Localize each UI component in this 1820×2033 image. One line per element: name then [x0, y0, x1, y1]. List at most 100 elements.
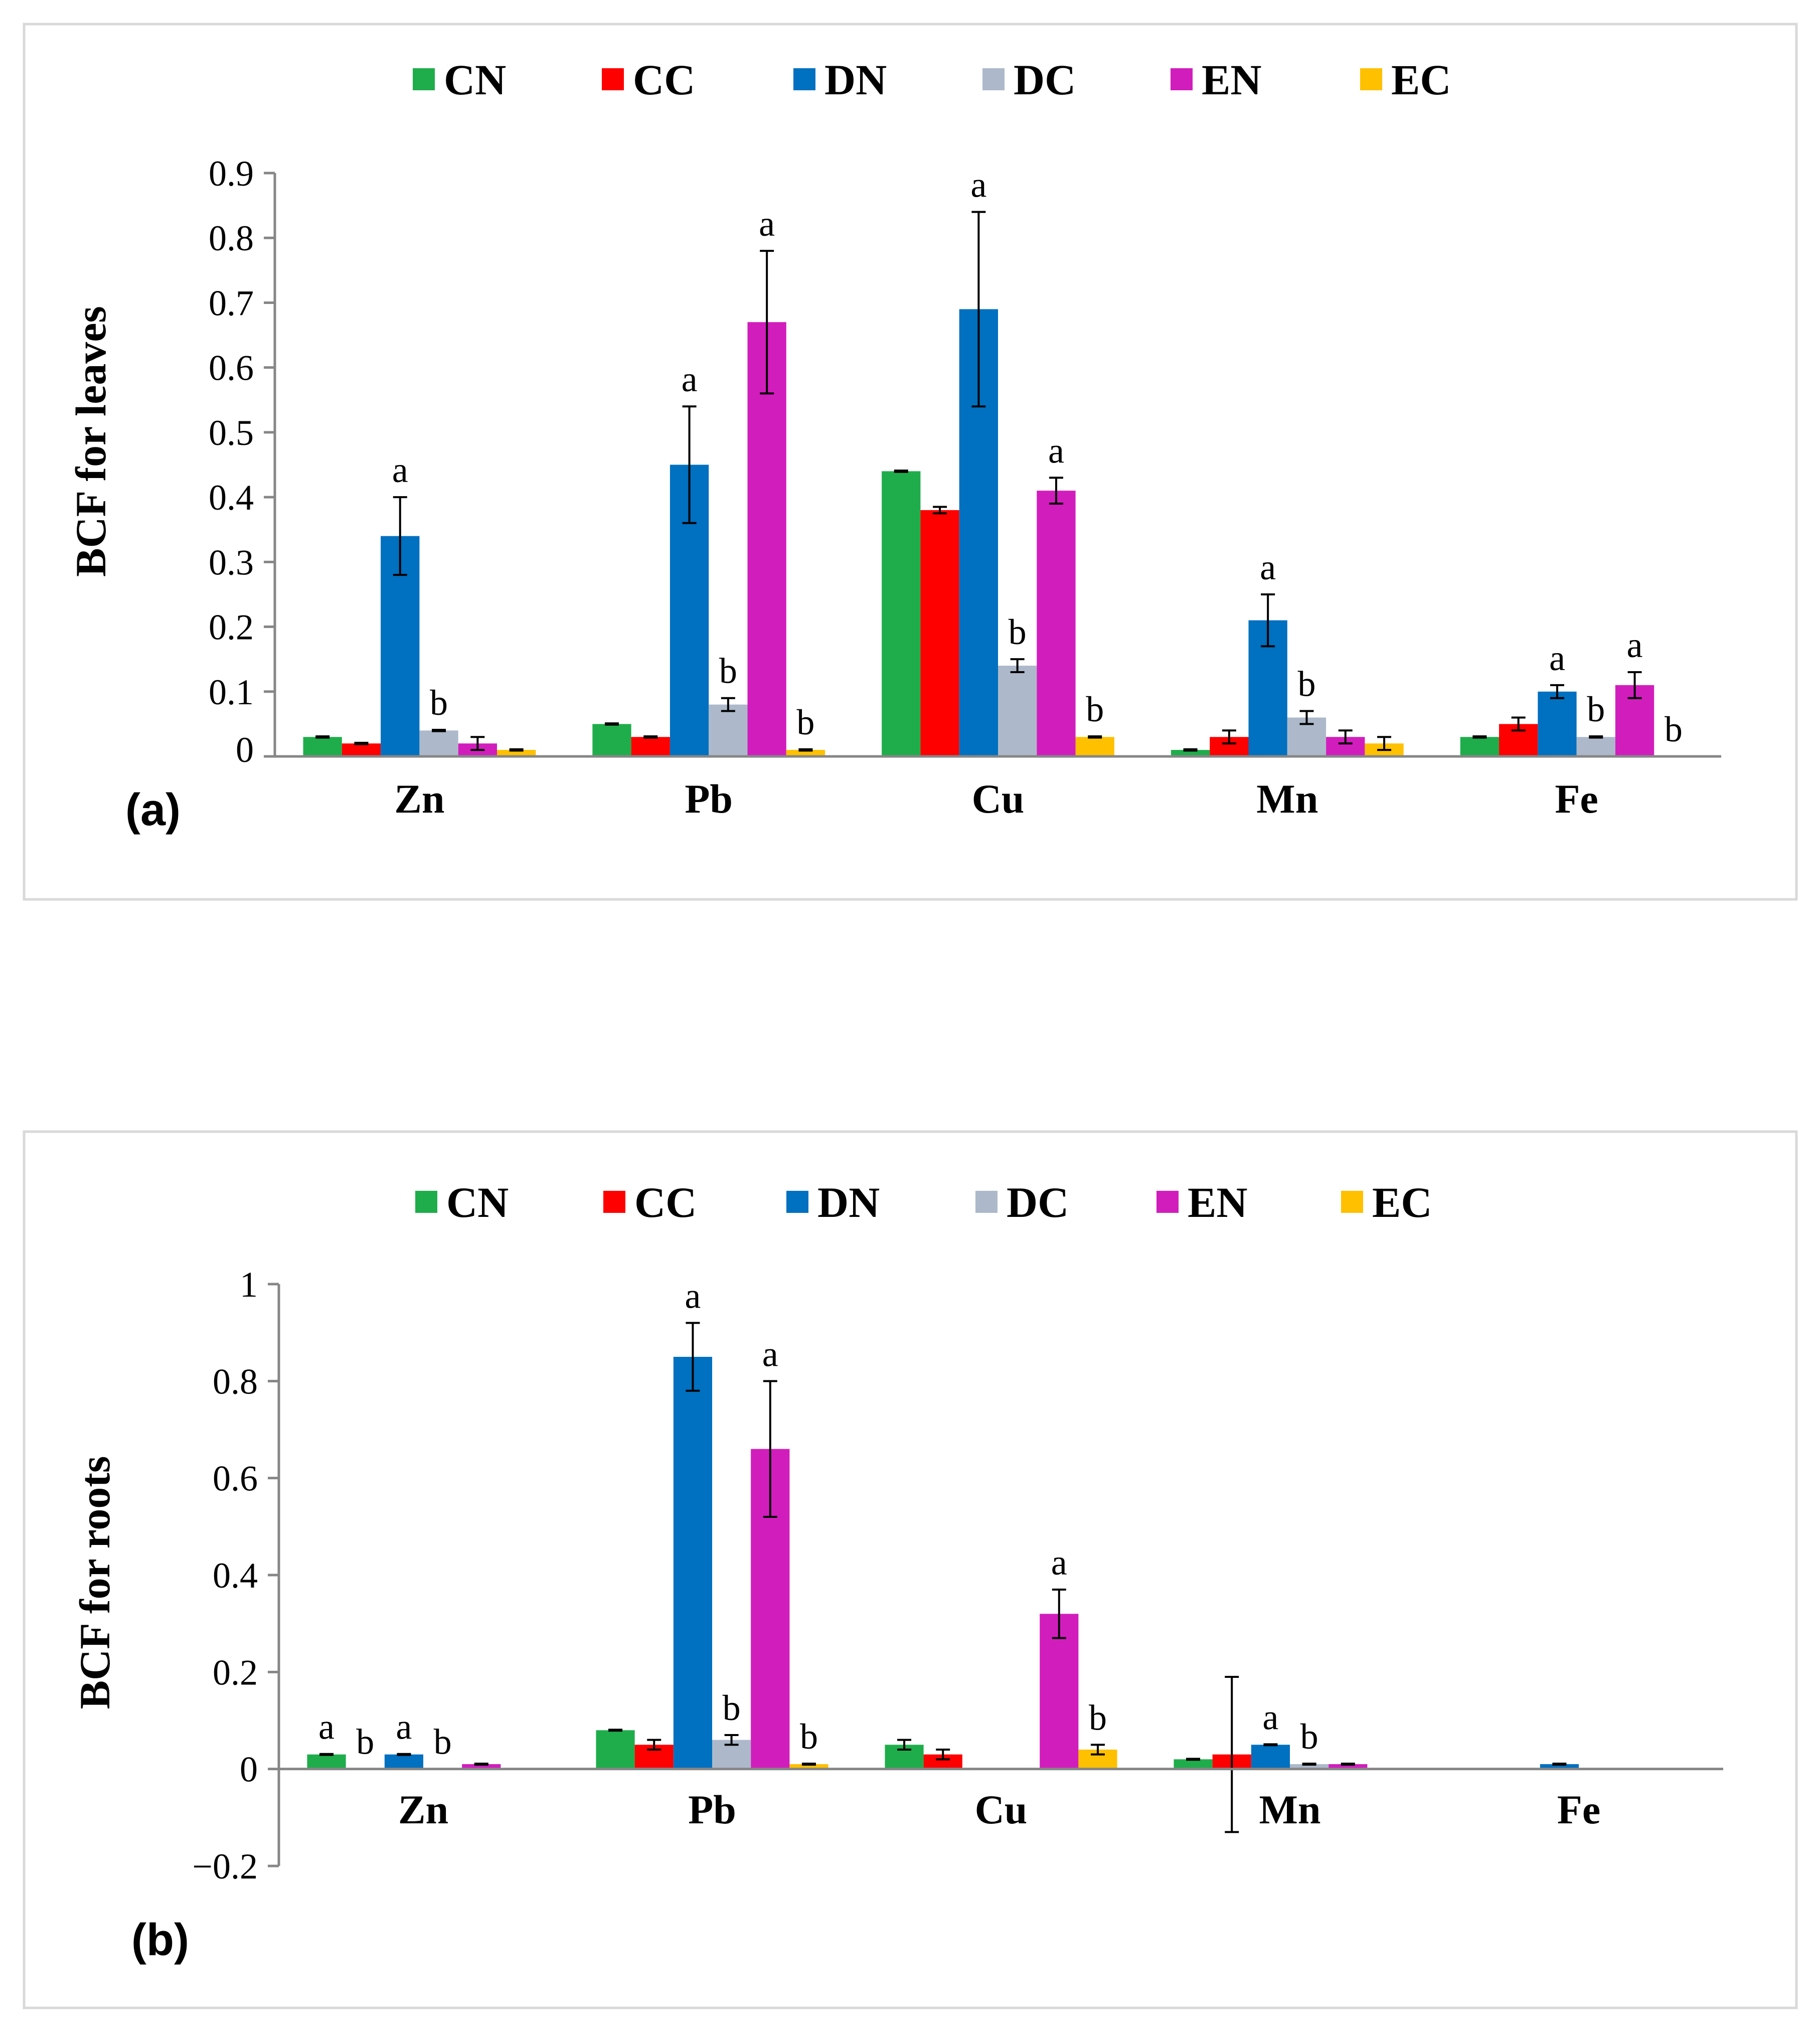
- letter-cu-dc: b: [1009, 612, 1027, 652]
- letter-mn-dc: b: [1297, 664, 1315, 704]
- y-tick-label: 0.9: [209, 153, 254, 194]
- legend: CN CC DN DC EN EC: [413, 56, 1451, 104]
- bar-zn-ec: [497, 750, 536, 756]
- bar-cu-cn: [882, 471, 921, 756]
- bar-zn-cc: [342, 743, 381, 756]
- error-bar-mn-cc: [1225, 1676, 1239, 1833]
- error-bar-fe-cn: [1472, 735, 1487, 739]
- letter-fe-dn: a: [1549, 638, 1565, 678]
- letter-zn-dc: b: [434, 1722, 452, 1762]
- bar-pb-ec: [789, 1764, 829, 1769]
- panel-b-roots: CN CC DN DC EN EC −0.2 0 0.2 0.4 0.6 0.8 1 BCF for ro…: [23, 1130, 1798, 2009]
- error-bar-cu-ec: [1088, 735, 1102, 739]
- error-bar-zn-ec: [509, 748, 524, 752]
- y-tick-label: 0.2: [209, 607, 254, 648]
- error-bar-cu-en: [1052, 1589, 1066, 1639]
- letter-pb-dn: a: [682, 359, 698, 399]
- error-bar-zn-dn: [397, 1753, 411, 1756]
- legend-label-dc: DC: [1007, 1178, 1069, 1226]
- error-bar-mn-cn: [1183, 748, 1198, 752]
- legend-item-en: EN: [1156, 1178, 1247, 1226]
- letter-cu-en: a: [1048, 430, 1064, 471]
- x-tick-label-mn: Mn: [1256, 776, 1318, 822]
- x-tick-label-pb: Pb: [688, 1787, 736, 1832]
- bar-cu-en: [1037, 491, 1076, 756]
- letter-zn-cc: b: [356, 1722, 374, 1762]
- bar-mn-cn: [1171, 750, 1210, 756]
- legend-label-cn: CN: [444, 56, 506, 104]
- error-bar-zn-dc: [432, 729, 446, 732]
- error-bar-pb-dn: [686, 1322, 700, 1392]
- error-bar-cu-ec: [1090, 1744, 1105, 1756]
- bar-pb-ec: [786, 750, 825, 756]
- legend-item-dc: DC: [982, 56, 1076, 104]
- error-bar-zn-en: [474, 1763, 488, 1766]
- error-bar-pb-ec: [798, 748, 813, 752]
- letter-fe-ec: b: [1665, 709, 1683, 749]
- error-bar-cu-cc: [933, 506, 947, 515]
- bars: [307, 1357, 1579, 1769]
- error-bar-zn-cc: [354, 741, 369, 745]
- legend-label-cc: CC: [633, 56, 695, 104]
- legend-item-ec: EC: [1341, 1178, 1432, 1226]
- error-bar-pb-cc: [647, 1739, 661, 1751]
- error-bar-pb-dn: [682, 405, 697, 524]
- error-bar-zn-en: [470, 736, 485, 751]
- letter-cu-dn: a: [970, 165, 986, 205]
- bar-zn-dn: [384, 1754, 423, 1769]
- legend-label-cn: CN: [446, 1178, 509, 1226]
- letter-cu-ec: b: [1086, 689, 1104, 729]
- letter-pb-dc: b: [723, 1688, 741, 1728]
- letter-pb-en: a: [759, 204, 775, 244]
- error-bar-pb-dc: [724, 1734, 739, 1746]
- error-bar-mn-dc: [1299, 710, 1314, 725]
- y-axis-title: BCF for roots: [71, 1456, 119, 1709]
- bar-fe-dn: [1540, 1764, 1579, 1769]
- letter-cu-en: a: [1051, 1542, 1067, 1583]
- chart-frame: [23, 1130, 1798, 2009]
- legend-label-dn: DN: [817, 1178, 880, 1226]
- y-tick-label: 0.6: [213, 1459, 258, 1499]
- bar-mn-en: [1329, 1764, 1368, 1769]
- letter-pb-ec: b: [796, 702, 814, 742]
- bar-cu-ec: [1075, 737, 1114, 756]
- bar-mn-dc: [1290, 1764, 1329, 1769]
- legend-swatch-cc: [602, 68, 624, 90]
- error-bar-cu-cn: [894, 470, 908, 473]
- error-bar-mn-cn: [1186, 1758, 1201, 1761]
- bar-zn-cn: [307, 1754, 346, 1769]
- legend-item-dc: DC: [975, 1178, 1069, 1226]
- y-tick-label: 0: [240, 1750, 258, 1790]
- error-bar-zn-cn: [319, 1753, 334, 1756]
- error-bar-fe-dn: [1552, 1763, 1567, 1766]
- bar-pb-cc: [631, 737, 670, 756]
- bar-cu-dc: [998, 666, 1037, 756]
- bar-zn-cn: [303, 737, 342, 756]
- error-bar-pb-en: [763, 1380, 777, 1518]
- x-tick-label-fe: Fe: [1555, 776, 1598, 822]
- y-tick-label: 0: [236, 730, 254, 770]
- legend-swatch-dc: [975, 1191, 998, 1213]
- legend-label-ec: EC: [1372, 1178, 1432, 1226]
- bar-cu-en: [1040, 1614, 1079, 1769]
- legend-item-cc: CC: [602, 56, 695, 104]
- bar-mn-dn: [1251, 1745, 1290, 1769]
- legend-item-cn: CN: [415, 1178, 509, 1226]
- y-tick-label: 0.8: [209, 218, 254, 258]
- error-bar-pb-dc: [721, 697, 735, 712]
- letter-zn-dn: a: [396, 1707, 412, 1747]
- error-bar-fe-en: [1627, 671, 1642, 699]
- letter-zn-dn: a: [392, 450, 408, 490]
- letter-pb-ec: b: [800, 1716, 818, 1757]
- x-tick-label-zn: Zn: [394, 776, 444, 822]
- error-bar-mn-dc: [1302, 1763, 1316, 1766]
- bar-pb-en: [747, 322, 786, 756]
- y-axis-title: BCF for leaves: [67, 306, 115, 577]
- y-tick-label: 0.7: [209, 283, 254, 323]
- letter-fe-en: a: [1627, 625, 1643, 665]
- bar-fe-dc: [1576, 737, 1615, 756]
- error-bar-zn-cn: [315, 735, 330, 739]
- error-bar-mn-ec: [1377, 736, 1392, 751]
- error-bar-cu-dc: [1010, 658, 1025, 674]
